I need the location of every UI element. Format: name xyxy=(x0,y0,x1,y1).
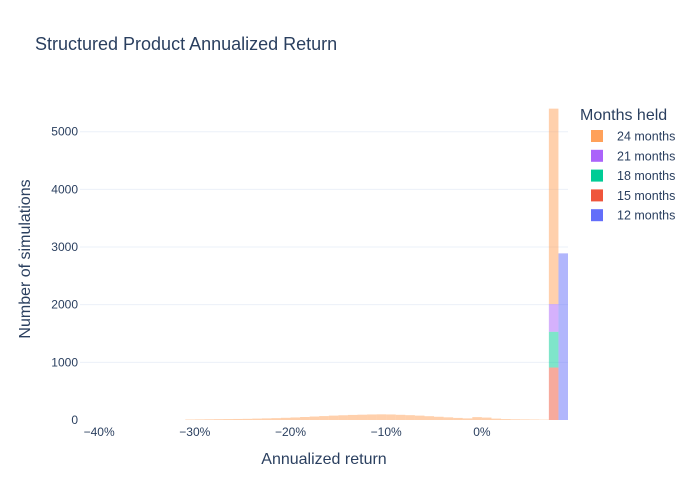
histogram-bar[interactable]: 24 months: 24 xyxy=(252,418,262,420)
legend-swatch xyxy=(591,149,603,162)
y-tick-label: 4000 xyxy=(51,182,78,196)
histogram-bar[interactable]: 24 months: 12 xyxy=(204,419,214,420)
legend-title: Months held xyxy=(580,107,667,124)
legend-item[interactable]: 21 months xyxy=(591,149,675,163)
y-tick-label: 3000 xyxy=(51,240,78,254)
legend-swatch xyxy=(591,169,603,182)
histogram-bar[interactable]: 24 months: 88 xyxy=(347,414,358,420)
y-axis-ticks: 0 1000 2000 3000 4000 5000 xyxy=(51,125,78,427)
y-tick-label: 1000 xyxy=(51,355,78,369)
histogram-bar[interactable]: 24 months: 44 xyxy=(290,417,301,420)
legend-label: 12 months xyxy=(617,209,675,223)
histogram-bar[interactable]: 24 months: 42 xyxy=(481,417,492,420)
histogram-bar[interactable]: 24 months: 66 xyxy=(424,416,435,420)
x-axis-ticks: −40% −30% −20% −10% 0% xyxy=(84,425,491,439)
histogram-bar[interactable]: 12 months: 2890 xyxy=(558,253,568,420)
histogram-bar[interactable]: 24 months: 18 xyxy=(233,418,243,420)
histogram-bar[interactable]: 24 months: 10 xyxy=(194,419,205,420)
histogram-bar[interactable]: 24 months: 56 xyxy=(434,416,444,420)
histogram-bar[interactable]: 24 months: 3390 xyxy=(548,108,559,305)
bars[interactable]: 12 months: 289015 months: 91018 months: … xyxy=(185,108,568,420)
histogram-bar[interactable]: 24 months: 32 xyxy=(271,418,281,420)
chart-title: Structured Product Annualized Return xyxy=(35,34,337,54)
y-tick-label: 5000 xyxy=(51,125,78,139)
histogram-bar[interactable]: 24 months: 52 xyxy=(300,417,310,420)
x-tick-label: 0% xyxy=(473,425,491,439)
histogram-bar[interactable]: 24 months: 76 xyxy=(414,415,425,420)
histogram-bar[interactable]: 24 months: 76 xyxy=(328,415,339,420)
x-axis-title: Annualized return xyxy=(261,451,386,468)
x-tick-label: −40% xyxy=(84,425,115,439)
legend-item[interactable]: 12 months xyxy=(591,209,675,223)
x-tick-label: −30% xyxy=(179,425,210,439)
legend-item[interactable]: 15 months xyxy=(591,189,675,203)
histogram-bar[interactable]: 24 months: 36 xyxy=(453,417,463,420)
legend-item[interactable]: 18 months xyxy=(591,169,675,183)
histogram-bar[interactable]: 24 months: 50 xyxy=(472,417,482,420)
histogram-bar[interactable]: 24 months: 28 xyxy=(462,418,473,420)
histogram-bar[interactable]: 24 months: 92 xyxy=(357,414,368,420)
legend-label: 21 months xyxy=(617,149,675,163)
histogram-bar[interactable]: 24 months: 98 xyxy=(376,414,387,420)
histogram-bar[interactable]: 24 months: 82 xyxy=(338,415,348,420)
legend-swatch xyxy=(591,209,603,222)
histogram-bar[interactable]: 24 months: 84 xyxy=(405,415,415,420)
histogram-bar[interactable]: 18 months: 620 xyxy=(548,331,559,368)
histogram-bar[interactable]: 24 months: 24 xyxy=(491,418,502,420)
histogram-bar[interactable]: 24 months: 60 xyxy=(309,416,320,420)
histogram-bar[interactable]: 24 months: 90 xyxy=(395,414,406,420)
legend-label: 18 months xyxy=(617,169,675,183)
histogram-bar[interactable]: 24 months: 46 xyxy=(443,417,454,420)
x-tick-label: −20% xyxy=(275,425,306,439)
legend-swatch xyxy=(591,130,603,142)
histogram-bar[interactable]: 24 months: 96 xyxy=(386,414,396,420)
histogram-bar[interactable]: 15 months: 910 xyxy=(548,367,559,420)
y-tick-label: 2000 xyxy=(51,298,78,312)
histogram-bar[interactable]: 24 months: 10 xyxy=(520,419,530,420)
legend-swatch xyxy=(591,189,603,202)
histogram-bar[interactable]: 24 months: 14 xyxy=(213,419,224,420)
y-axis-title: Number of simulations xyxy=(17,179,34,338)
legend-item[interactable]: 24 months xyxy=(591,130,675,144)
histogram-bar[interactable]: 24 months: 68 xyxy=(319,416,329,420)
histogram-bar[interactable]: 24 months: 16 xyxy=(501,419,511,420)
histogram-bar[interactable]: 24 months: 28 xyxy=(261,418,272,420)
x-tick-label: −10% xyxy=(371,425,402,439)
histogram-bar[interactable]: 24 months: 20 xyxy=(242,418,253,420)
histogram-bar[interactable]: 24 months: 38 xyxy=(280,417,291,420)
histogram-bar[interactable]: 24 months: 96 xyxy=(367,414,377,420)
legend[interactable]: Months held 24 months 21 months 18 months 1… xyxy=(580,107,675,223)
histogram-bar[interactable]: 24 months: 16 xyxy=(223,419,234,420)
histogram-bar[interactable]: 24 months: 12 xyxy=(510,419,521,420)
legend-label: 24 months xyxy=(617,130,675,144)
histogram-bar[interactable]: 21 months: 480 xyxy=(548,304,559,332)
gridlines xyxy=(80,131,568,363)
legend-label: 15 months xyxy=(617,189,675,203)
y-tick-label: 0 xyxy=(71,413,78,427)
